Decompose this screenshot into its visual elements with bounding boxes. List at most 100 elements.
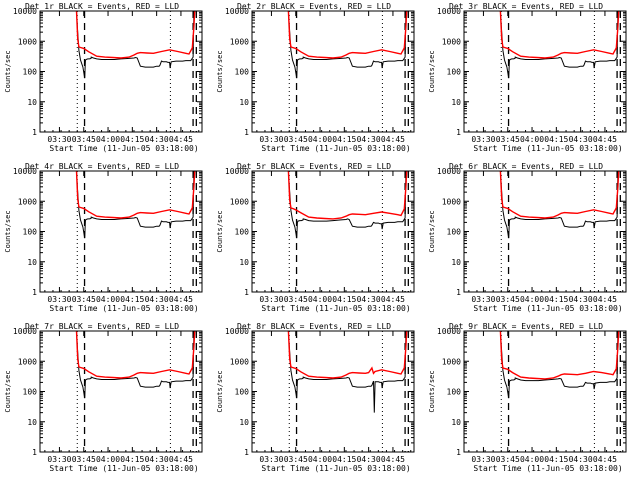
- y-tick-label: 10000: [13, 327, 37, 336]
- x-tick-label: 04:30: [569, 295, 593, 304]
- x-tick-label: 03:30: [259, 455, 283, 464]
- y-tick-label: 10000: [13, 7, 37, 16]
- lld-series-line: [499, 170, 620, 219]
- x-tick-label: 03:30: [471, 135, 495, 144]
- x-tick-label: 03:30: [471, 295, 495, 304]
- events-series-line: [76, 10, 195, 79]
- x-tick-label: 03:45: [496, 455, 520, 464]
- y-tick-label: 100: [235, 388, 250, 397]
- y-tick-label: 100: [235, 68, 250, 77]
- x-tick-label: 04:45: [593, 135, 617, 144]
- x-tick-label: 03:45: [284, 455, 308, 464]
- y-axis-label: Counts/sec: [428, 210, 436, 252]
- y-axis-label: Counts/sec: [428, 370, 436, 412]
- y-tick-label: 1000: [18, 197, 37, 206]
- lld-series-line: [499, 330, 620, 380]
- panel-det-3r: Det 3r BLACK = Events, RED = LLD 1 10 100 10…: [428, 2, 627, 153]
- y-tick-label: 1: [32, 128, 37, 137]
- y-tick-label: 1: [456, 128, 461, 137]
- plot-frame: [39, 10, 203, 133]
- events-series-line: [287, 10, 407, 79]
- x-tick-label: 04:15: [544, 135, 568, 144]
- x-tick-label: 04:15: [332, 295, 356, 304]
- x-tick-label: 03:30: [47, 135, 71, 144]
- x-tick-label: 04:45: [169, 455, 193, 464]
- x-axis-label: Start Time (11-Jun-05 03:18:00): [473, 304, 622, 313]
- y-tick-label: 10: [451, 418, 461, 427]
- y-tick-label: 10: [27, 418, 37, 427]
- x-tick-label: 03:30: [259, 295, 283, 304]
- panel-title: Det 1r BLACK = Events, RED = LLD: [25, 2, 179, 11]
- x-tick-label: 04:00: [96, 135, 120, 144]
- y-tick-label: 1: [32, 288, 37, 297]
- x-tick-label: 04:15: [120, 295, 144, 304]
- x-axis-label: Start Time (11-Jun-05 03:18:00): [473, 144, 622, 153]
- x-tick-label: 04:45: [381, 135, 405, 144]
- x-tick-label: 03:30: [471, 455, 495, 464]
- y-tick-label: 100: [23, 228, 38, 237]
- y-tick-label: 100: [235, 228, 250, 237]
- y-tick-label: 10000: [225, 327, 249, 336]
- lld-series-line: [287, 330, 408, 379]
- panel-det-1r: Det 1r BLACK = Events, RED = LLD 1 10 100 10…: [4, 2, 203, 153]
- events-series-line: [499, 10, 619, 79]
- y-tick-label: 1: [456, 288, 461, 297]
- x-tick-label: 04:15: [544, 295, 568, 304]
- y-axis-label: Counts/sec: [428, 50, 436, 92]
- y-tick-label: 1000: [230, 197, 249, 206]
- lld-series-line: [287, 170, 408, 220]
- panel-title: Det 8r BLACK = Events, RED = LLD: [237, 322, 391, 331]
- events-series-line: [499, 330, 619, 399]
- y-tick-label: 10000: [225, 167, 249, 176]
- panel-det-7r: Det 7r BLACK = Events, RED = LLD 1 10 100 10…: [4, 322, 203, 473]
- x-tick-label: 04:00: [96, 295, 120, 304]
- x-tick-label: 04:00: [520, 135, 544, 144]
- x-tick-label: 04:30: [145, 295, 169, 304]
- panel-title: Det 2r BLACK = Events, RED = LLD: [237, 2, 391, 11]
- plot-frame: [463, 10, 627, 133]
- x-axis-label: Start Time (11-Jun-05 03:18:00): [473, 464, 622, 473]
- y-tick-label: 10000: [13, 167, 37, 176]
- y-tick-label: 1000: [230, 357, 249, 366]
- x-tick-label: 03:30: [47, 455, 71, 464]
- y-tick-label: 1000: [442, 197, 461, 206]
- x-tick-label: 04:45: [381, 295, 405, 304]
- x-tick-label: 04:30: [357, 135, 381, 144]
- y-tick-label: 100: [447, 228, 462, 237]
- x-tick-label: 04:45: [381, 455, 405, 464]
- y-axis-label: Counts/sec: [216, 50, 224, 92]
- y-tick-label: 100: [23, 68, 38, 77]
- y-tick-label: 100: [447, 68, 462, 77]
- x-tick-label: 03:45: [284, 135, 308, 144]
- x-tick-label: 03:45: [496, 135, 520, 144]
- y-tick-label: 1: [244, 288, 249, 297]
- y-tick-label: 10: [451, 258, 461, 267]
- panel-title: Det 5r BLACK = Events, RED = LLD: [237, 162, 391, 171]
- y-tick-label: 1: [32, 448, 37, 457]
- panel-title: Det 3r BLACK = Events, RED = LLD: [449, 2, 603, 11]
- y-tick-label: 10: [239, 258, 249, 267]
- y-tick-label: 100: [23, 388, 38, 397]
- lld-series-line: [287, 10, 408, 59]
- x-tick-label: 03:45: [72, 455, 96, 464]
- x-tick-label: 03:45: [284, 295, 308, 304]
- x-tick-label: 04:00: [96, 455, 120, 464]
- y-tick-label: 10: [451, 98, 461, 107]
- y-axis-label: Counts/sec: [216, 370, 224, 412]
- events-series-line: [76, 170, 195, 239]
- panel-det-5r: Det 5r BLACK = Events, RED = LLD 1 10 100 10…: [216, 162, 415, 313]
- y-tick-label: 1: [244, 128, 249, 137]
- y-tick-label: 10: [239, 418, 249, 427]
- plot-frame: [251, 170, 415, 293]
- y-tick-label: 1: [456, 448, 461, 457]
- events-series-line: [76, 330, 195, 399]
- plot-frame: [251, 330, 415, 453]
- lld-series-line: [75, 170, 196, 219]
- panel-det-4r: Det 4r BLACK = Events, RED = LLD 1 10 100 10…: [4, 162, 203, 313]
- panel-title: Det 4r BLACK = Events, RED = LLD: [25, 162, 179, 171]
- panel-title: Det 7r BLACK = Events, RED = LLD: [25, 322, 179, 331]
- y-axis-label: Counts/sec: [4, 210, 12, 252]
- y-tick-label: 1000: [442, 37, 461, 46]
- x-tick-label: 04:30: [569, 135, 593, 144]
